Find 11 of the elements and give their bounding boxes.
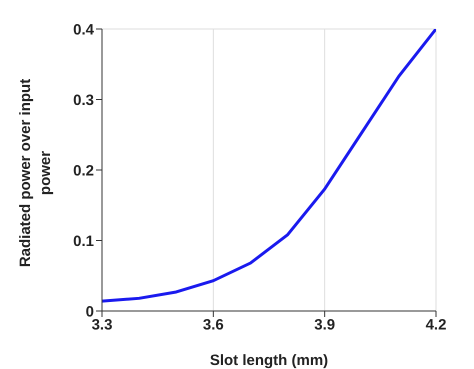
x-tick-label: 3.6 bbox=[202, 316, 224, 334]
x-tick-label: 3.3 bbox=[92, 316, 112, 334]
y-axis-title: Radiated power over input power bbox=[17, 78, 54, 268]
x-axis-title: Slot length (mm) bbox=[210, 352, 328, 369]
x-tick-label: 4.2 bbox=[426, 316, 446, 334]
y-tick-label: 0.4 bbox=[73, 21, 95, 38]
y-tick-label: 0.1 bbox=[73, 232, 94, 250]
x-tick-label: 3.9 bbox=[314, 316, 336, 334]
y-tick-label: 0.3 bbox=[73, 92, 94, 109]
y-tick-label: 0.2 bbox=[73, 162, 94, 180]
y-tick-label: 0 bbox=[86, 303, 94, 320]
